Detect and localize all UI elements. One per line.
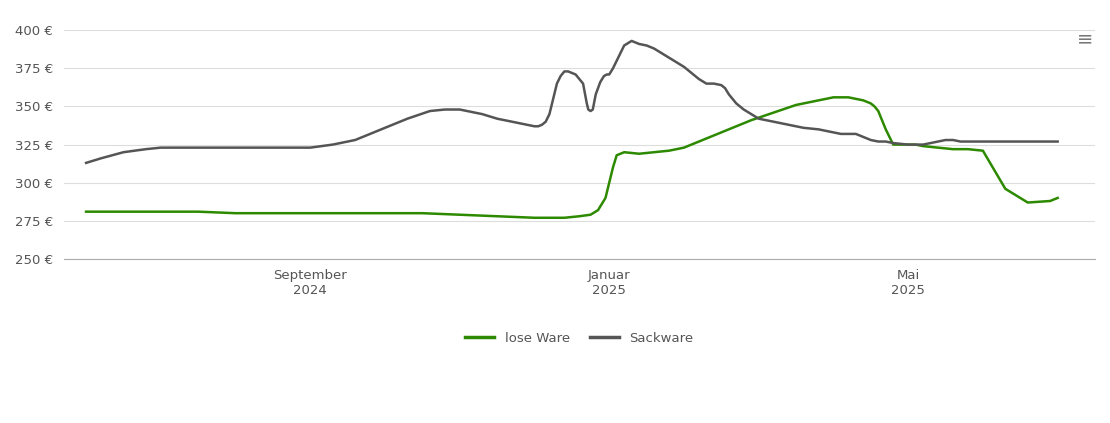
Legend: lose Ware, Sackware: lose Ware, Sackware <box>460 327 698 350</box>
Text: ≡: ≡ <box>1077 30 1093 49</box>
